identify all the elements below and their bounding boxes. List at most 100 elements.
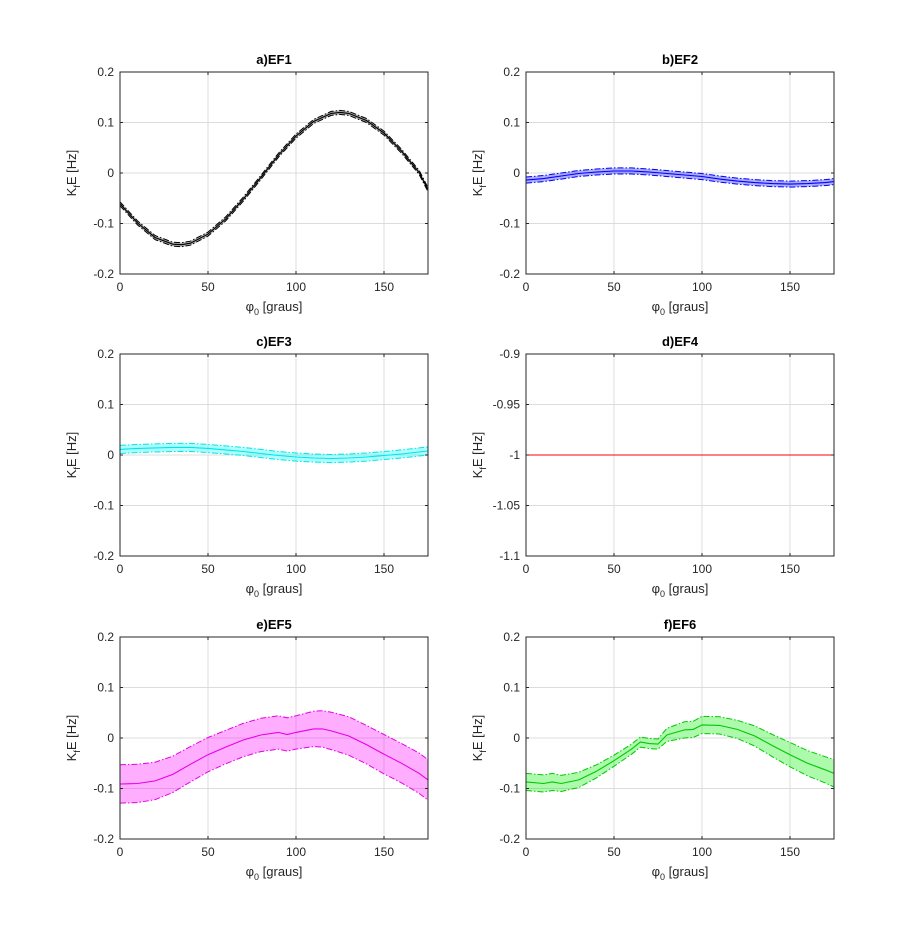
phi-symbol: φ (652, 299, 660, 314)
y-tick-label: 0 (107, 731, 114, 745)
data-layer (526, 167, 834, 188)
x-tick-label: 100 (286, 280, 306, 294)
y-tick-label: -0.95 (493, 398, 521, 412)
x-tick-label: 50 (201, 280, 215, 294)
mean-line (120, 446, 428, 460)
y-tick-label: -0.2 (93, 267, 114, 281)
x-unit-close: ] (299, 864, 303, 879)
y-unit-text: [Hz] (64, 150, 79, 173)
y-tick-label: 0 (513, 166, 520, 180)
x-unit-text: graus (672, 299, 705, 314)
x-tick-label: 0 (523, 280, 530, 294)
phi-symbol: φ (652, 864, 660, 879)
upper-bound-line (526, 715, 834, 776)
phi-subscript: 0 (660, 307, 665, 317)
lower-bound-line (120, 746, 428, 804)
y-tick-label: 0.1 (97, 398, 114, 412)
confidence-band (120, 110, 428, 247)
x-unit-close: ] (705, 299, 709, 314)
y-symbol-k: K (64, 187, 79, 196)
x-unit-open: [ (665, 864, 673, 879)
mean-line (526, 170, 834, 185)
y-symbol-e: E (64, 738, 79, 750)
y-tick-label: 0 (107, 448, 114, 462)
x-tick-label: 100 (286, 845, 306, 859)
y-tick-label: -0.1 (499, 782, 520, 796)
y-tick-label: -0.1 (499, 217, 520, 231)
phi-symbol: φ (652, 581, 660, 596)
y-subscript-f: f (72, 467, 82, 470)
mean-line (120, 728, 428, 785)
x-tick-label: 100 (692, 562, 712, 576)
x-tick-label: 50 (201, 845, 215, 859)
x-axis-label: φ0 [graus] (652, 299, 709, 317)
y-tick-label: -0.2 (93, 832, 114, 846)
x-axis-label: φ0 [graus] (652, 864, 709, 882)
y-unit-text: [Hz] (470, 715, 485, 738)
y-subscript-f: f (478, 185, 488, 188)
x-unit-open: [ (665, 299, 673, 314)
y-tick-label: -0.1 (93, 217, 114, 231)
y-symbol-k: K (64, 752, 79, 761)
subplot-title: a)EF1 (256, 52, 291, 67)
upper-bound-line (120, 710, 428, 766)
y-axis-label: KfE [Hz] (64, 432, 82, 479)
y-tick-label: -0.9 (499, 347, 520, 361)
phi-subscript: 0 (660, 589, 665, 599)
x-unit-open: [ (259, 864, 267, 879)
y-unit-text: [Hz] (64, 715, 79, 738)
x-tick-label: 150 (374, 562, 394, 576)
x-tick-label: 50 (201, 562, 215, 576)
x-tick-label: 0 (523, 562, 530, 576)
y-tick-label: 0.1 (503, 681, 520, 695)
mean-line (120, 111, 428, 246)
x-axis-label: φ0 [graus] (246, 864, 303, 882)
x-unit-text: graus (672, 864, 705, 879)
y-axis-label: KfE [Hz] (470, 715, 488, 762)
y-axis-label: KfE [Hz] (470, 432, 488, 479)
x-tick-label: 150 (780, 562, 800, 576)
x-tick-label: 0 (523, 845, 530, 859)
lower-bound-line (120, 451, 428, 464)
x-unit-close: ] (705, 581, 709, 596)
x-axis-label: φ0 [graus] (246, 581, 303, 599)
y-axis-label: KfE [Hz] (64, 715, 82, 762)
phi-subscript: 0 (254, 589, 259, 599)
y-tick-label: -0.2 (93, 549, 114, 563)
x-tick-label: 100 (286, 562, 306, 576)
x-unit-text: graus (266, 581, 299, 596)
y-tick-label: -0.2 (499, 267, 520, 281)
x-unit-open: [ (259, 299, 267, 314)
x-axis-label: φ0 [graus] (246, 299, 303, 317)
y-tick-label: -0.1 (93, 499, 114, 513)
y-tick-label: 0.2 (503, 65, 520, 79)
x-unit-close: ] (705, 864, 709, 879)
mean-line (526, 724, 834, 785)
lower-bound-line (526, 173, 834, 188)
phi-symbol: φ (246, 581, 254, 596)
x-axis-label: φ0 [graus] (652, 581, 709, 599)
data-layer (120, 109, 428, 248)
subplot-3: 0 50 100 150 -0.2 -0.1 0 0.1 0.2 c)EF3 φ0 [graus] K… (64, 334, 429, 599)
y-tick-label: 0.1 (503, 116, 520, 130)
x-unit-close: ] (299, 581, 303, 596)
subplot-title: c)EF3 (256, 334, 291, 349)
x-tick-label: 100 (692, 845, 712, 859)
subplot-title: e)EF5 (256, 617, 291, 632)
x-tick-label: 150 (780, 845, 800, 859)
subplot-title: b)EF2 (662, 52, 698, 67)
y-subscript-f: f (72, 750, 82, 753)
x-unit-text: graus (672, 581, 705, 596)
y-subscript-f: f (478, 467, 488, 470)
data-layer (526, 715, 834, 793)
x-tick-label: 50 (607, 280, 621, 294)
x-unit-open: [ (665, 581, 673, 596)
phi-subscript: 0 (254, 307, 259, 317)
x-unit-open: [ (259, 581, 267, 596)
upper-bound-line (120, 109, 428, 244)
y-tick-label: 0.2 (97, 347, 114, 361)
